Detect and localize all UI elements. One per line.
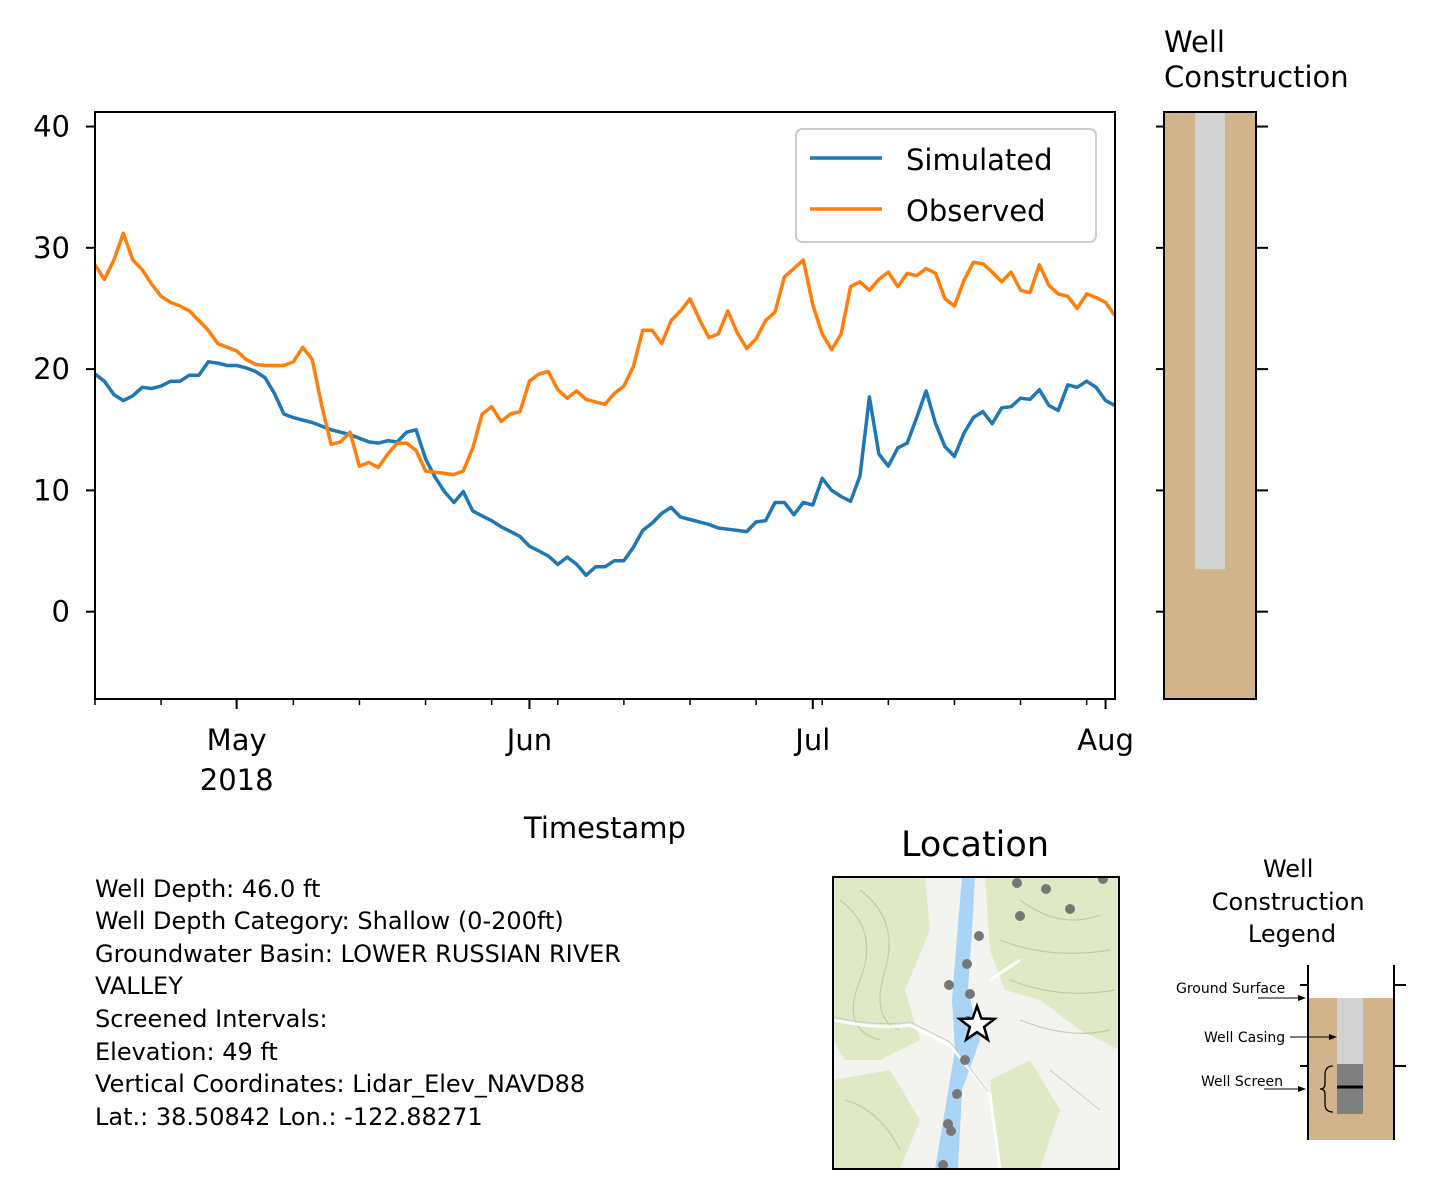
plot-frame — [94, 111, 1116, 700]
legend-label-simulated: Simulated — [906, 143, 1053, 177]
legend-panel-title-line-3: Legend — [1248, 920, 1336, 948]
map-roads-outline — [833, 1016, 1101, 1111]
legend-well-casing-label: Well Casing — [1204, 1030, 1285, 1046]
legend-well-screen-arrowhead-icon — [1298, 1086, 1306, 1092]
well-construction-legend: Well Construction Legend Ground Surface … — [1176, 855, 1406, 1140]
legend-panel-title: Well Construction Legend — [1212, 855, 1372, 948]
x-axis-label: Timestamp — [523, 811, 686, 845]
y-tick-label: 30 — [33, 231, 70, 265]
well-construction-title-line-1: Well — [1164, 25, 1225, 59]
well-axis-ticks — [1156, 125, 1268, 613]
x-tick-sublabel: 2018 — [200, 763, 274, 797]
location-title: Location — [901, 825, 1049, 865]
info-line-6: Vertical Coordinates: Lidar_Elev_NAVD88 — [95, 1070, 585, 1098]
info-line-0: Well Depth: 46.0 ft — [95, 875, 320, 903]
legend-ground-surface-label: Ground Surface — [1176, 981, 1285, 997]
map-park-area-southwest — [833, 1070, 920, 1169]
map-well-marker — [1065, 904, 1075, 914]
well-construction-title: Well Construction — [1164, 25, 1349, 94]
well-casing-bar — [1195, 112, 1225, 570]
timeseries-chart: 0 10 20 30 40 May 2018 Jun Jul Aug Timestamp Sim… — [33, 110, 1134, 845]
info-line-5: Elevation: 49 ft — [95, 1038, 278, 1066]
map-contour-lines — [839, 889, 1116, 1151]
well-frame — [1163, 111, 1257, 700]
y-axis-ticks: 0 10 20 30 40 — [33, 110, 95, 629]
map-well-marker — [1015, 911, 1025, 921]
well-construction-chart: Well Construction — [1156, 25, 1349, 700]
y-tick-label: 40 — [33, 110, 70, 144]
map-well-marker — [1041, 884, 1051, 894]
map-well-marker — [1098, 877, 1108, 884]
chart-legend: Simulated Observed — [795, 128, 1097, 243]
map-river — [935, 877, 980, 1169]
map-roads — [833, 958, 1021, 1169]
y-tick-label: 10 — [33, 473, 70, 507]
legend-casing-bar — [1337, 998, 1363, 1064]
map-tiles — [833, 877, 1119, 1169]
legend-screen-bar — [1337, 1064, 1363, 1114]
info-line-7: Lat.: 38.50842 Lon.: -122.88271 — [95, 1103, 483, 1131]
map-well-marker — [960, 1055, 970, 1065]
x-tick-label: Jul — [793, 723, 830, 757]
y-tick-label: 20 — [33, 352, 70, 386]
x-tick-label: Aug — [1077, 723, 1134, 757]
legend-label-observed: Observed — [906, 194, 1046, 228]
series-lines — [93, 231, 1117, 578]
well-info-text: Well Depth: 46.0 ft Well Depth Category:… — [95, 875, 621, 1131]
well-construction-title-line-2: Construction — [1164, 60, 1349, 94]
info-line-1: Well Depth Category: Shallow (0-200ft) — [95, 907, 564, 935]
map-well-marker — [962, 959, 972, 969]
map-park-area-southeast — [990, 1060, 1060, 1169]
info-line-3: VALLEY — [95, 972, 183, 1000]
x-tick-label: Jun — [505, 723, 552, 757]
map-well-marker — [944, 980, 954, 990]
x-axis-ticks: May 2018 Jun Jul Aug — [94, 699, 1134, 797]
legend-panel-title-line-2: Construction — [1212, 888, 1365, 916]
series-line-simulated — [93, 360, 1116, 578]
x-tick-label: May — [207, 723, 267, 757]
map-well-marker — [952, 1089, 962, 1099]
legend-well-screen-label: Well Screen — [1201, 1074, 1283, 1090]
map-park-area-west — [833, 877, 930, 1060]
map-well-location-star-icon — [955, 1002, 999, 1043]
series-line-observed — [93, 231, 1117, 477]
legend-well-casing-arrowhead-icon — [1329, 1034, 1337, 1040]
legend-screen-bracket — [1319, 1065, 1334, 1113]
info-line-2: Groundwater Basin: LOWER RUSSIAN RIVER — [95, 940, 621, 968]
legend-ground-surface-arrowhead-icon — [1298, 995, 1306, 1001]
map-frame — [832, 876, 1120, 1170]
map-well-marker — [938, 1160, 948, 1169]
legend-column-axes — [1300, 965, 1406, 1140]
info-line-4: Screened Intervals: — [95, 1005, 328, 1033]
map-well-marker — [946, 1126, 956, 1136]
legend-panel-title-line-1: Well — [1263, 855, 1313, 883]
location-map: Location — [832, 825, 1120, 1170]
y-tick-label: 0 — [52, 595, 70, 629]
map-well-marker — [1012, 878, 1022, 888]
map-well-marker — [974, 931, 984, 941]
map-well-marker — [965, 989, 975, 999]
